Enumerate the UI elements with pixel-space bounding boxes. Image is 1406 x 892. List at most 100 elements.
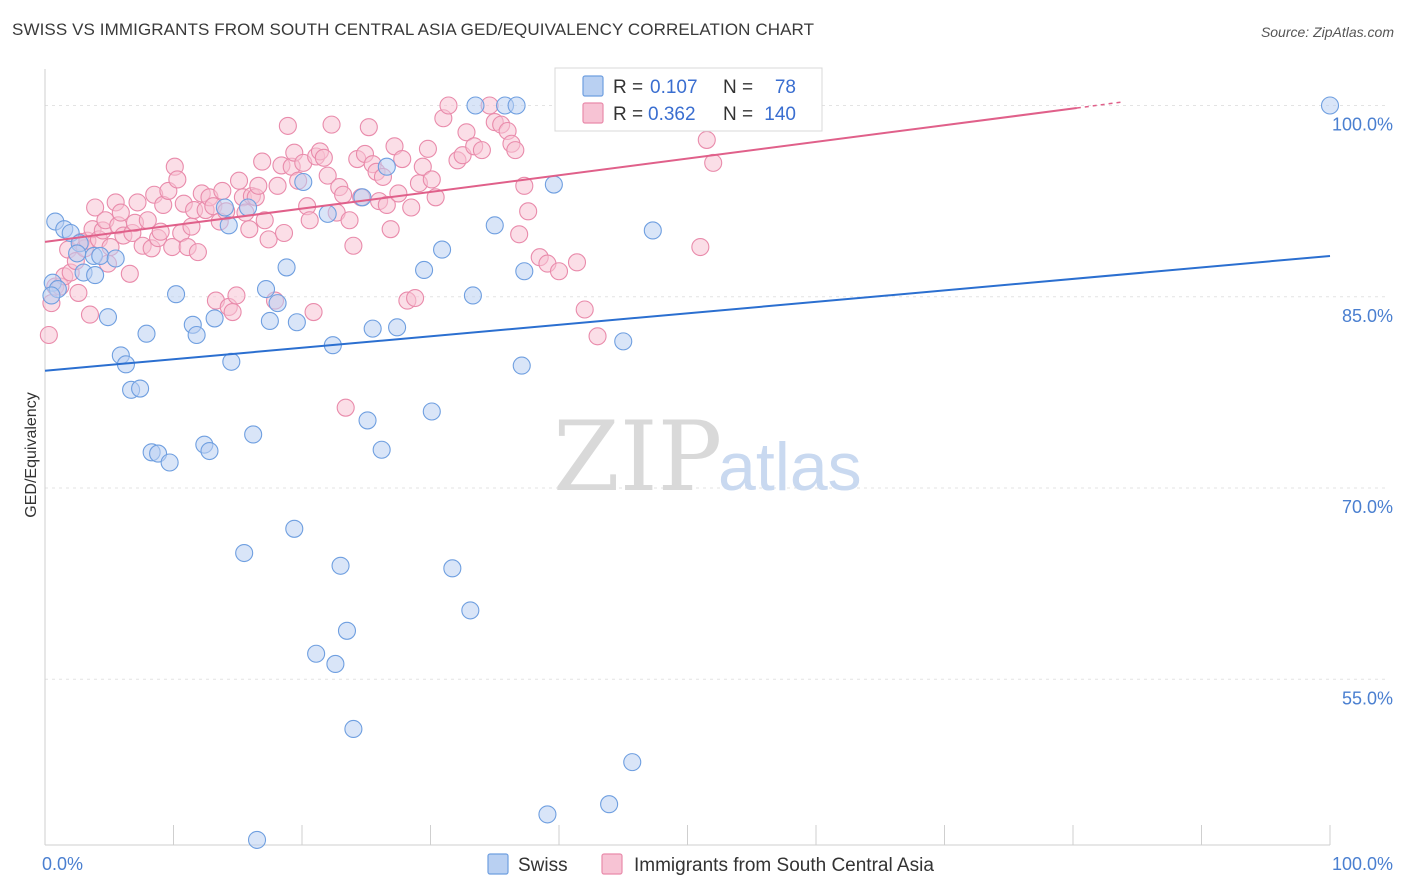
legend-swatch-swiss	[582, 75, 604, 97]
data-point-swiss	[91, 246, 110, 265]
data-point-immigrants	[188, 243, 207, 262]
data-point-swiss	[433, 240, 452, 259]
chart-title: SWISS VS IMMIGRANTS FROM SOUTH CENTRAL A…	[12, 20, 815, 39]
data-point-immigrants	[472, 141, 491, 160]
data-point-immigrants	[253, 152, 272, 171]
series-immigrants-points	[39, 96, 723, 417]
data-point-swiss	[600, 795, 619, 814]
bottom-legend-label-swiss[interactable]: Swiss	[518, 855, 568, 876]
data-point-swiss	[285, 519, 304, 538]
x-tick-label: 0.0%	[42, 854, 83, 874]
x-axis-tick-labels: 0.0% 100.0%	[42, 854, 1393, 874]
data-point-swiss	[98, 308, 118, 327]
data-point-swiss	[247, 830, 267, 849]
data-point-immigrants	[120, 264, 139, 283]
data-point-swiss	[507, 96, 526, 115]
data-point-swiss	[238, 198, 258, 217]
data-point-immigrants	[506, 141, 525, 160]
legend-swatch-immigrants	[582, 102, 604, 124]
watermark-atlas: atlas	[718, 429, 862, 505]
data-point-swiss	[42, 286, 61, 305]
data-point-swiss	[1320, 96, 1340, 115]
data-point-immigrants	[426, 188, 445, 207]
data-point-swiss	[137, 324, 156, 343]
data-point-swiss	[363, 319, 382, 338]
data-point-immigrants	[268, 176, 287, 195]
y-tick-label: 55.0%	[1342, 688, 1393, 708]
data-point-immigrants	[69, 283, 88, 302]
data-point-immigrants	[406, 288, 425, 308]
stats-legend: R = 0.107 N = 78 R = 0.362 N = 140	[554, 67, 823, 132]
data-point-swiss	[167, 285, 186, 304]
data-point-swiss	[215, 198, 234, 217]
data-point-immigrants	[318, 166, 337, 185]
data-point-immigrants	[457, 123, 476, 142]
legend-r-value-immigrants: 0.362	[648, 104, 696, 125]
data-point-immigrants	[334, 185, 353, 204]
bottom-legend-swatch-immigrants[interactable]	[601, 853, 623, 875]
data-point-swiss	[461, 601, 480, 620]
data-point-swiss	[256, 280, 276, 299]
x-axis-ticks	[173, 825, 1331, 845]
data-point-immigrants	[274, 223, 294, 243]
y-tick-label: 70.0%	[1342, 497, 1393, 517]
data-point-swiss	[358, 411, 377, 430]
data-point-immigrants	[259, 230, 278, 249]
legend-r-label-immigrants: R =	[613, 104, 643, 125]
data-point-immigrants	[300, 211, 319, 230]
trend-line-immigrants-extension	[1076, 100, 1125, 109]
y-tick-label: 85.0%	[1342, 306, 1393, 326]
data-point-swiss	[614, 332, 633, 351]
data-point-swiss	[219, 216, 238, 235]
source-credit: Source: ZipAtlas.com	[1260, 24, 1394, 40]
data-point-swiss	[463, 286, 482, 305]
data-point-immigrants	[80, 305, 100, 324]
data-point-immigrants	[588, 327, 607, 346]
data-point-swiss	[294, 172, 313, 192]
data-point-immigrants	[255, 211, 274, 230]
data-point-immigrants	[39, 325, 58, 345]
bottom-legend-swatch-swiss[interactable]	[487, 853, 509, 875]
legend-n-label-immigrants: N =	[723, 104, 753, 125]
data-point-swiss	[68, 244, 87, 263]
data-point-swiss	[331, 556, 350, 575]
data-point-immigrants	[322, 115, 341, 134]
data-point-swiss	[515, 262, 534, 281]
legend-r-value-swiss: 0.107	[650, 77, 698, 98]
y-axis-tick-labels: 100.0% 85.0% 70.0% 55.0%	[1332, 115, 1393, 709]
x-tick-label: 100.0%	[1332, 854, 1393, 874]
data-point-immigrants	[227, 286, 246, 305]
data-point-swiss	[353, 188, 372, 207]
data-point-swiss	[623, 753, 642, 772]
data-point-immigrants	[691, 237, 710, 257]
bottom-legend-label-immigrants[interactable]: Immigrants from South Central Asia	[634, 855, 934, 876]
data-point-immigrants	[223, 302, 242, 322]
data-point-swiss	[131, 379, 150, 398]
data-point-swiss	[222, 352, 241, 371]
data-point-swiss	[512, 356, 531, 375]
data-point-swiss	[388, 318, 407, 337]
data-point-swiss	[200, 441, 219, 461]
data-point-swiss	[287, 313, 306, 332]
data-point-swiss	[277, 258, 296, 277]
trend-line-immigrants	[44, 107, 1077, 243]
data-point-immigrants	[344, 236, 363, 255]
data-point-swiss	[372, 440, 391, 459]
data-point-immigrants	[422, 170, 441, 189]
data-point-immigrants	[575, 300, 594, 319]
data-point-immigrants	[336, 398, 355, 417]
data-point-immigrants	[389, 184, 408, 203]
legend-n-label-swiss: N =	[723, 77, 753, 98]
data-point-immigrants	[304, 302, 323, 322]
data-point-swiss	[422, 402, 441, 421]
y-axis-label: GED/Equivalency	[23, 392, 40, 517]
data-point-swiss	[643, 221, 662, 240]
data-point-swiss	[307, 644, 326, 663]
data-point-swiss	[544, 175, 563, 194]
data-point-immigrants	[402, 198, 421, 217]
legend-r-label-swiss: R =	[613, 77, 643, 98]
data-point-swiss	[205, 309, 224, 328]
data-point-immigrants	[510, 225, 529, 244]
data-point-immigrants	[340, 211, 359, 230]
